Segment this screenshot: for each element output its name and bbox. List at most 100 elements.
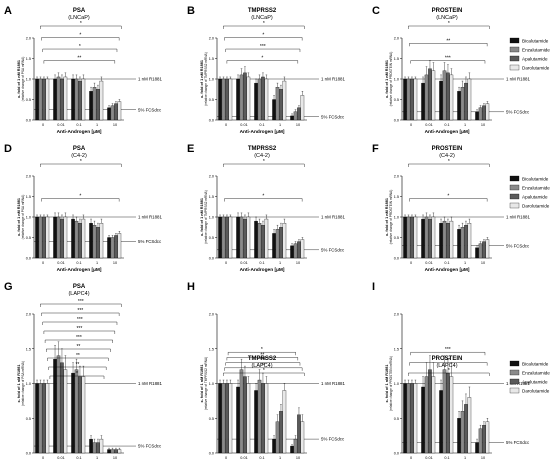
bar xyxy=(38,383,43,454)
bar xyxy=(60,218,64,259)
y-axis-label: x- fold of 1 nM R1881 xyxy=(17,365,21,403)
reference-line-label: 1 nM R1881 xyxy=(138,215,162,220)
significance-label: ** xyxy=(77,56,81,62)
bar xyxy=(89,91,93,121)
bar xyxy=(117,101,122,121)
bar xyxy=(261,383,265,454)
y-axis-label-2: (relative change of TMPRSS2 mRNA) xyxy=(204,357,208,410)
bar xyxy=(45,216,50,259)
panel-b: B TMPRSS2(LNCaP) 0.0 0.5 1.0 1.5 2.0 x- fold of… xyxy=(187,5,345,135)
bar xyxy=(63,369,68,454)
bar xyxy=(81,218,86,259)
legend-label: Enzalutamide xyxy=(522,186,550,191)
significance-bracket xyxy=(408,25,490,29)
bar xyxy=(71,372,75,454)
x-tick-label: 1 xyxy=(279,261,281,265)
bar xyxy=(218,78,222,121)
y-tick-label: 0.5 xyxy=(26,236,31,240)
reference-line-label: 1 nM R1881 xyxy=(138,77,162,82)
bar xyxy=(467,397,472,454)
legend-swatch xyxy=(509,46,520,53)
panel-letter: F xyxy=(372,143,379,155)
significance-label: * xyxy=(79,194,81,200)
x-tick-label: 10 xyxy=(481,456,485,460)
reference-line-label: 5% FCSdcc xyxy=(138,107,162,112)
bar xyxy=(228,78,233,121)
bar xyxy=(428,68,432,121)
legend-label: Bicalutamide xyxy=(522,39,549,44)
x-tick-label: 0 xyxy=(225,261,227,265)
panel-subtitle: (C4-2) xyxy=(254,153,270,159)
bar xyxy=(413,383,418,454)
legend-swatch xyxy=(509,55,520,62)
bar xyxy=(38,78,43,121)
significance-label: * xyxy=(447,194,449,200)
bar xyxy=(275,87,280,121)
significance-bracket xyxy=(409,43,488,47)
bar xyxy=(71,218,75,259)
y-tick-label: 0.0 xyxy=(209,257,214,261)
y-tick-label: 1.0 xyxy=(26,382,31,386)
significance-bracket xyxy=(41,312,120,316)
y-tick-label: 1.5 xyxy=(26,195,31,199)
reference-line-label: 1 nM R1881 xyxy=(321,381,345,386)
panel-title: PSA xyxy=(73,8,86,14)
panel-letter: G xyxy=(4,281,13,293)
significance-bracket xyxy=(224,367,303,371)
y-tick-label: 0.5 xyxy=(209,98,214,102)
bar xyxy=(92,87,97,121)
significance-label: ** xyxy=(75,362,79,368)
bar xyxy=(282,80,287,121)
bar xyxy=(467,222,472,259)
bar xyxy=(442,220,447,259)
bar xyxy=(71,78,75,121)
bar xyxy=(74,369,79,454)
y-axis-label-2: (relative change of PROSTEIN mRNA) xyxy=(389,356,393,411)
bar xyxy=(457,229,461,259)
x-tick-label: 0.1 xyxy=(259,123,264,127)
bar xyxy=(221,216,226,259)
significance-bracket xyxy=(224,37,303,41)
x-tick-label: 10 xyxy=(296,456,300,460)
significance-bracket xyxy=(47,357,109,361)
x-tick-label: 1 xyxy=(279,456,281,460)
bar xyxy=(460,411,465,454)
x-tick-label: 0.1 xyxy=(444,456,449,460)
bar xyxy=(424,376,429,454)
significance-label: ** xyxy=(76,344,80,350)
x-axis-label: Anti-Androgen [µM] xyxy=(57,129,102,135)
reference-line-label: 5% FCSdcc xyxy=(506,243,530,248)
bar xyxy=(239,369,244,454)
y-tick-label: 2.0 xyxy=(209,37,214,41)
bar xyxy=(42,383,46,454)
bar xyxy=(439,80,443,121)
bar xyxy=(107,107,111,121)
bar xyxy=(110,449,115,454)
bar xyxy=(257,379,262,454)
bar xyxy=(475,442,479,454)
legend-label: Darolutamide xyxy=(522,204,550,209)
bar xyxy=(467,78,472,121)
panel-g: G PSA(LAPC4) 0.0 0.5 1.0 1.5 2.0 x- fold of 1 n… xyxy=(4,281,162,466)
bar xyxy=(107,237,111,259)
bar xyxy=(290,445,294,454)
bar xyxy=(449,376,454,454)
panel-letter: E xyxy=(187,143,194,155)
bar xyxy=(42,216,46,259)
x-tick-label: 0.01 xyxy=(425,456,432,460)
bar xyxy=(485,103,490,121)
panel-letter: I xyxy=(372,281,375,293)
bar xyxy=(297,414,301,454)
y-tick-label: 1.0 xyxy=(209,216,214,220)
y-axis-label: x- fold of 1 nM R1881 xyxy=(17,60,21,98)
x-tick-label: 0.1 xyxy=(444,261,449,265)
bar xyxy=(261,225,265,259)
bar xyxy=(421,386,425,454)
legend-label: Darolutamide xyxy=(522,389,550,394)
significance-bracket xyxy=(408,163,490,167)
bar xyxy=(81,376,86,454)
y-tick-label: 1.0 xyxy=(26,78,31,82)
bar xyxy=(246,216,251,259)
panel-letter: B xyxy=(187,5,195,17)
